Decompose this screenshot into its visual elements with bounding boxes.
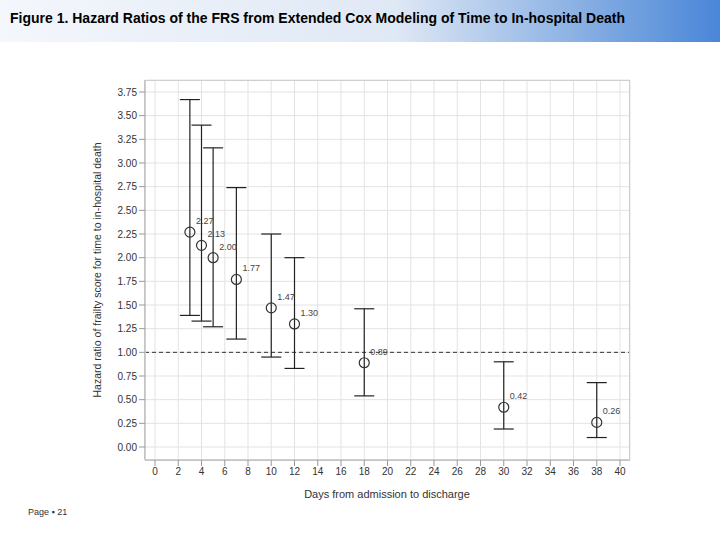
svg-text:24: 24 xyxy=(428,466,440,477)
svg-text:3.00: 3.00 xyxy=(118,158,138,169)
html-text:Page ▪ 21: Page ▪ 21 xyxy=(28,507,68,517)
svg-text:0: 0 xyxy=(152,466,158,477)
svg-text:2.50: 2.50 xyxy=(118,205,138,216)
svg-text:2.27: 2.27 xyxy=(196,216,214,226)
svg-text:2.13: 2.13 xyxy=(208,229,226,239)
svg-text:18: 18 xyxy=(359,466,371,477)
svg-text:2.75: 2.75 xyxy=(118,181,138,192)
svg-text:0.89: 0.89 xyxy=(370,347,388,357)
svg-text:20: 20 xyxy=(382,466,394,477)
svg-text:1.00: 1.00 xyxy=(118,347,138,358)
svg-text:2.25: 2.25 xyxy=(118,229,138,240)
svg-text:16: 16 xyxy=(335,466,347,477)
svg-text:10: 10 xyxy=(266,466,278,477)
svg-text:3.75: 3.75 xyxy=(118,87,138,98)
svg-text:1.25: 1.25 xyxy=(118,323,138,334)
svg-text:36: 36 xyxy=(568,466,580,477)
svg-text:2: 2 xyxy=(175,466,181,477)
svg-text:4: 4 xyxy=(199,466,205,477)
svg-text:3.50: 3.50 xyxy=(118,110,138,121)
html-text:Days from admission to dischar: Days from admission to discharge xyxy=(304,488,470,500)
svg-text:1.77: 1.77 xyxy=(242,263,260,273)
svg-text:1.50: 1.50 xyxy=(118,300,138,311)
svg-text:14: 14 xyxy=(312,466,324,477)
html-text:Figure 1. Hazard Ratios of the: Figure 1. Hazard Ratios of the FRS from … xyxy=(10,10,625,26)
svg-text:2.00: 2.00 xyxy=(118,252,138,263)
svg-text:3.25: 3.25 xyxy=(118,134,138,145)
svg-text:0.42: 0.42 xyxy=(510,391,528,401)
svg-text:6: 6 xyxy=(222,466,228,477)
svg-text:1.47: 1.47 xyxy=(277,292,295,302)
svg-text:1.30: 1.30 xyxy=(301,308,319,318)
svg-text:0.50: 0.50 xyxy=(118,394,138,405)
svg-text:0.00: 0.00 xyxy=(118,442,138,453)
html-text:Hazard ratio of frailty score: Hazard ratio of frailty score for time t… xyxy=(91,142,103,398)
svg-text:1.75: 1.75 xyxy=(118,276,138,287)
svg-text:0.26: 0.26 xyxy=(603,406,621,416)
svg-text:0.25: 0.25 xyxy=(118,418,138,429)
svg-text:40: 40 xyxy=(614,466,626,477)
svg-text:22: 22 xyxy=(405,466,417,477)
svg-text:8: 8 xyxy=(245,466,251,477)
svg-text:38: 38 xyxy=(591,466,603,477)
svg-text:26: 26 xyxy=(452,466,464,477)
svg-text:2.00: 2.00 xyxy=(219,242,237,252)
svg-text:32: 32 xyxy=(521,466,533,477)
svg-text:34: 34 xyxy=(545,466,557,477)
svg-text:0.75: 0.75 xyxy=(118,371,138,382)
svg-text:30: 30 xyxy=(498,466,510,477)
svg-text:12: 12 xyxy=(289,466,301,477)
svg-text:28: 28 xyxy=(475,466,487,477)
